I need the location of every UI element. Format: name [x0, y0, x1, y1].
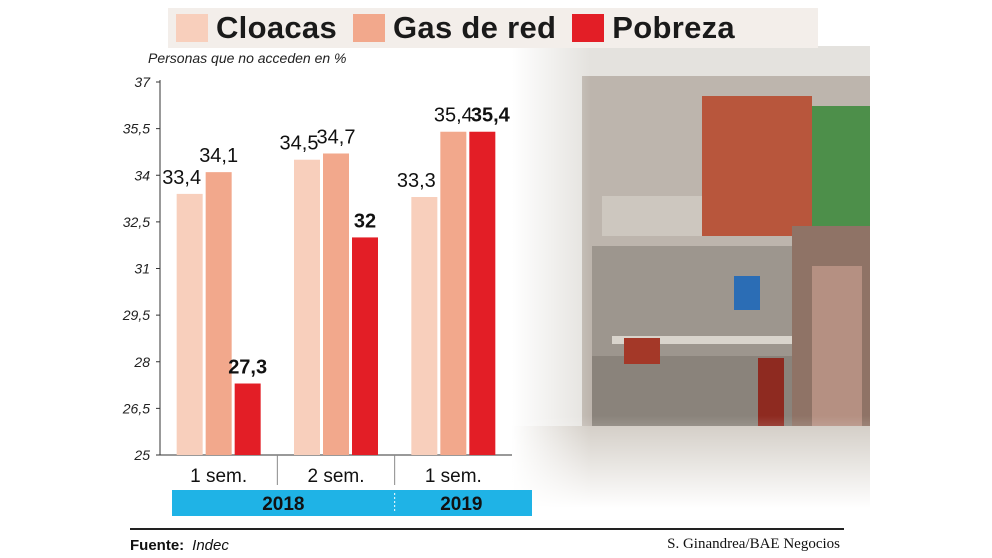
x-tick-label: 1 sem.	[425, 466, 482, 487]
bar	[205, 172, 232, 455]
footer-rule	[130, 528, 844, 530]
bar	[176, 193, 203, 455]
building-photo	[512, 46, 870, 508]
year-label: 2019	[440, 494, 482, 515]
legend-swatch-cloacas	[176, 14, 208, 42]
legend-item-pobreza: Pobreza	[572, 10, 735, 46]
bar	[411, 197, 438, 455]
source-note: Fuente: Indec	[130, 537, 229, 554]
bar	[440, 131, 467, 455]
data-label: 34,1	[199, 145, 238, 167]
y-tick-label: 37	[134, 74, 151, 90]
data-label: 34,7	[317, 126, 356, 148]
data-label: 34,5	[280, 133, 319, 155]
data-label: 33,4	[162, 167, 201, 189]
bar	[352, 237, 378, 455]
legend-item-cloacas: Cloacas	[176, 10, 337, 46]
data-label: 35,4	[434, 105, 473, 127]
x-tick-label: 2 sem.	[307, 466, 364, 487]
x-tick-label: 1 sem.	[190, 466, 247, 487]
data-label: 35,4	[471, 105, 511, 127]
y-tick-label: 34	[134, 167, 150, 183]
year-bar	[172, 490, 532, 516]
y-tick-label: 29,5	[122, 307, 150, 323]
y-tick-label: 31	[134, 261, 150, 277]
legend-label: Pobreza	[612, 10, 735, 45]
legend-label: Cloacas	[216, 10, 337, 45]
legend-swatch-gas-de-red	[353, 14, 385, 42]
year-label: 2018	[262, 494, 304, 515]
legend-item-gas-de-red: Gas de red	[353, 10, 556, 46]
unit-label: Personas que no acceden en %	[148, 50, 347, 66]
bar	[294, 159, 320, 456]
bar	[234, 383, 261, 455]
source-value: Indec	[192, 537, 229, 554]
data-label: 32	[354, 210, 376, 232]
bar	[469, 131, 496, 455]
bar	[323, 153, 349, 455]
data-label: 27,3	[228, 357, 267, 379]
y-tick-label: 35,5	[123, 121, 150, 137]
legend-label: Gas de red	[393, 10, 557, 45]
y-tick-label: 25	[133, 447, 150, 463]
data-label: 33,3	[397, 170, 436, 192]
y-tick-label: 32,5	[123, 214, 150, 230]
legend: Cloacas Gas de red Pobreza	[168, 8, 818, 48]
source-label: Fuente:	[130, 537, 185, 554]
y-tick-label: 26,5	[122, 400, 150, 416]
credit: S. Ginandrea/BAE Negocios	[667, 536, 840, 552]
legend-swatch-pobreza	[572, 14, 605, 42]
y-tick-label: 28	[133, 354, 150, 370]
